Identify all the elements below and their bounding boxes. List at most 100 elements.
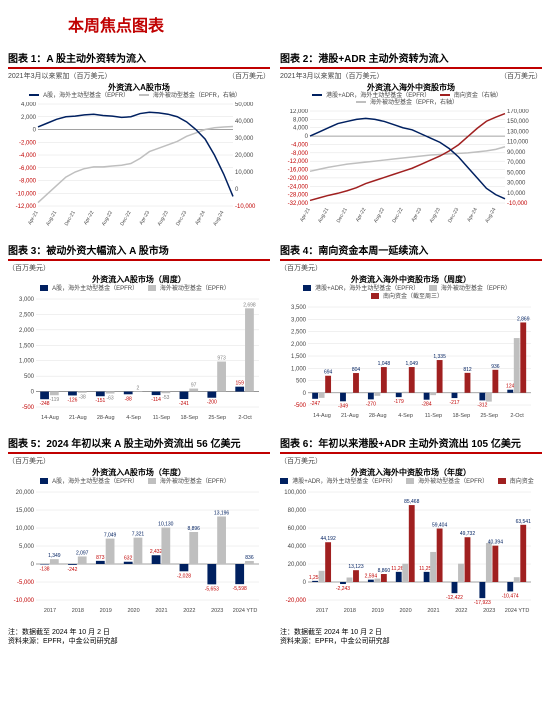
svg-text:-10,000: -10,000	[14, 598, 35, 604]
svg-text:Aug-21: Aug-21	[317, 207, 330, 224]
svg-text:60,000: 60,000	[288, 526, 307, 532]
svg-text:Apr-24: Apr-24	[194, 210, 207, 226]
svg-text:2024 YTD: 2024 YTD	[233, 608, 258, 614]
svg-text:30,000: 30,000	[235, 136, 254, 142]
svg-text:-5,598: -5,598	[233, 586, 247, 592]
svg-text:-10,000: -10,000	[507, 201, 528, 207]
svg-text:Dec-23: Dec-23	[175, 210, 188, 227]
svg-text:-200: -200	[207, 400, 217, 406]
chart2-legend-0: 港股+ADR，海外主动型基金（EPFR）	[326, 93, 430, 99]
footer-right-2: 资料来源：EPFR，中金公司研究部	[280, 637, 542, 646]
svg-text:-151: -151	[95, 398, 105, 404]
svg-text:Aug-21: Aug-21	[45, 210, 58, 227]
svg-text:0: 0	[303, 580, 307, 586]
svg-text:2-Oct: 2-Oct	[238, 415, 252, 421]
svg-text:4,000: 4,000	[293, 126, 309, 132]
svg-text:1,049: 1,049	[405, 361, 418, 367]
chart1-svg: -12,000-10,000-8,000-6,000-4,000-2,00002…	[8, 102, 263, 232]
svg-text:85,468: 85,468	[404, 499, 420, 505]
svg-text:500: 500	[296, 378, 307, 384]
svg-text:2019: 2019	[372, 608, 384, 614]
chart5-unit: （百万美元）	[8, 456, 50, 466]
page-title: 本周焦点图表	[68, 12, 542, 36]
svg-text:14-Aug: 14-Aug	[313, 413, 331, 419]
chart3-svg: -50005001,0001,5002,0002,5003,000-248-11…	[8, 295, 263, 425]
svg-text:10,130: 10,130	[158, 521, 174, 527]
svg-text:1,500: 1,500	[19, 343, 35, 349]
svg-text:Aug-22: Aug-22	[373, 207, 386, 224]
svg-text:2024 YTD: 2024 YTD	[505, 608, 530, 614]
svg-text:Apr-22: Apr-22	[83, 210, 96, 226]
svg-text:-500: -500	[294, 403, 307, 409]
svg-text:40,000: 40,000	[288, 544, 307, 550]
chart4-legend: 港股+ADR，海外主动型基金（EPFR） 海外被动型基金（EPFR） 南向资金（…	[280, 285, 542, 301]
svg-text:13,196: 13,196	[214, 510, 230, 516]
svg-text:-138: -138	[40, 566, 50, 572]
svg-text:804: 804	[352, 367, 361, 373]
chart4-panel: 图表 4：南向资金本周一延续流入 （百万美元） 外资流入海外中资股市场（周度） …	[280, 238, 542, 425]
svg-text:0: 0	[33, 128, 37, 134]
svg-text:70,000: 70,000	[507, 160, 526, 166]
chart5-title: 图表 5：2024 年初以来 A 股主动外资流出 56 亿美元	[8, 435, 270, 454]
svg-text:-10,000: -10,000	[16, 191, 37, 197]
svg-text:15,000: 15,000	[16, 508, 35, 514]
svg-text:3,000: 3,000	[19, 297, 35, 303]
svg-text:2,698: 2,698	[243, 302, 256, 308]
svg-text:-2,028: -2,028	[177, 573, 191, 579]
svg-text:2021: 2021	[155, 608, 167, 614]
footer-right: 注：数据截至 2024 年 10 月 2 日 资料来源：EPFR，中金公司研究部	[280, 628, 542, 646]
svg-text:11-Sep: 11-Sep	[425, 413, 442, 419]
svg-text:-20,000: -20,000	[286, 598, 307, 604]
svg-text:4-Sep: 4-Sep	[126, 415, 141, 421]
svg-text:4-Sep: 4-Sep	[398, 413, 413, 419]
svg-text:49,732: 49,732	[460, 531, 476, 537]
svg-text:Apr-21: Apr-21	[27, 210, 40, 226]
svg-text:-114: -114	[151, 397, 161, 403]
svg-text:0: 0	[31, 562, 35, 568]
svg-text:5,000: 5,000	[19, 544, 35, 550]
svg-text:Dec-21: Dec-21	[336, 207, 349, 224]
chart5-panel: 图表 5：2024 年初以来 A 股主动外资流出 56 亿美元 （百万美元） 外…	[8, 431, 270, 618]
svg-text:2018: 2018	[344, 608, 356, 614]
chart6-panel: 图表 6：年初以来港股+ADR 主动外资流出 105 亿美元 （百万美元） 外资…	[280, 431, 542, 618]
svg-text:Dec-22: Dec-22	[119, 210, 132, 227]
svg-text:40,394: 40,394	[488, 539, 504, 545]
svg-text:-12,000: -12,000	[16, 204, 37, 210]
svg-text:20,000: 20,000	[288, 562, 307, 568]
svg-text:-24,000: -24,000	[288, 185, 309, 191]
svg-text:8,000: 8,000	[293, 118, 309, 124]
chart6-legend: 港股+ADR，海外主动型基金（EPFR） 海外被动型基金（EPFR） 南向资金	[280, 478, 542, 486]
svg-text:4,000: 4,000	[21, 102, 37, 108]
svg-text:2020: 2020	[127, 608, 139, 614]
svg-text:2,432: 2,432	[150, 549, 163, 555]
svg-text:-20,000: -20,000	[288, 176, 309, 182]
svg-text:2,000: 2,000	[19, 328, 35, 334]
svg-text:7,321: 7,321	[132, 531, 145, 537]
chart5-svg: -10,000-5,00005,00010,00015,00020,000-13…	[8, 488, 263, 618]
svg-text:-500: -500	[22, 405, 35, 411]
svg-text:7,049: 7,049	[104, 532, 117, 538]
chart4-legend-2: 南向资金（截至周三）	[383, 294, 443, 300]
footer-right-1: 注：数据截至 2024 年 10 月 2 日	[280, 628, 542, 637]
chart6-legend-1: 海外被动型基金（EPFR）	[418, 479, 488, 485]
chart6-svg: -20,000020,00040,00060,00080,000100,0001…	[280, 488, 535, 618]
svg-text:-312: -312	[477, 402, 487, 408]
svg-text:1,000: 1,000	[291, 366, 307, 372]
chart2-panel: 图表 2：港股+ADR 主动外资转为流入 2021年3月以来累加（百万美元） （…	[280, 46, 542, 232]
svg-text:2: 2	[137, 385, 140, 391]
chart4-legend-1: 海外被动型基金（EPFR）	[441, 286, 511, 292]
svg-text:Aug-22: Aug-22	[101, 210, 114, 227]
svg-text:2,000: 2,000	[291, 341, 307, 347]
svg-text:812: 812	[463, 367, 472, 373]
svg-text:Dec-22: Dec-22	[391, 207, 404, 224]
svg-text:-284: -284	[422, 401, 432, 407]
svg-text:-53: -53	[162, 395, 169, 401]
chart4-svg: -50005001,0001,5002,0002,5003,0003,500-2…	[280, 303, 535, 423]
svg-text:-6,000: -6,000	[19, 166, 37, 172]
svg-text:0: 0	[235, 187, 239, 193]
svg-text:50,000: 50,000	[235, 102, 254, 108]
chart3-panel: 图表 3：被动外资大幅流入 A 股市场 （百万美元） 外资流入A股市场（周度） …	[8, 238, 270, 425]
svg-text:2,500: 2,500	[291, 329, 307, 335]
svg-text:Apr-23: Apr-23	[138, 210, 151, 226]
svg-text:-12,000: -12,000	[288, 160, 309, 166]
